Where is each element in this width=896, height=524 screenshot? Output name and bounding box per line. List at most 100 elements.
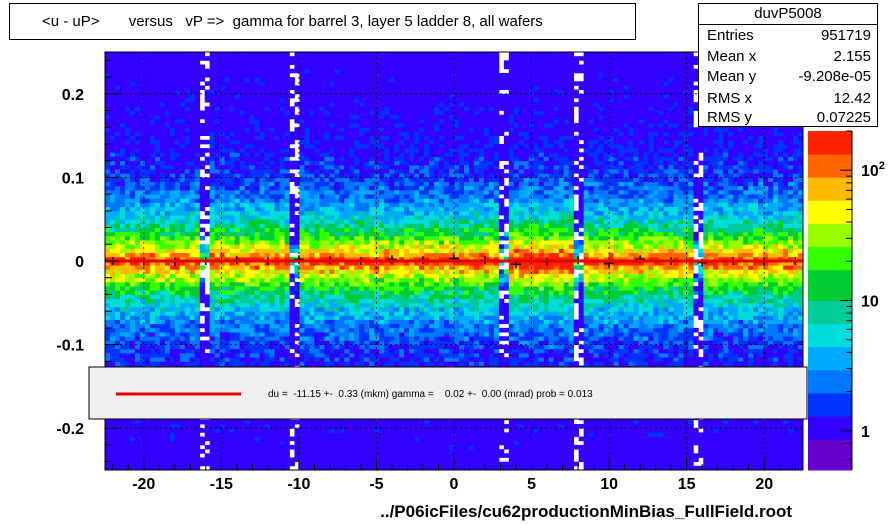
heatmap-cell [229, 206, 236, 212]
heatmap-cell [339, 114, 345, 120]
heatmap-cell [349, 361, 355, 366]
heatmap-cell [279, 152, 285, 157]
heatmap-cell [199, 194, 206, 199]
heatmap-cell [324, 106, 330, 111]
heatmap-cell [339, 56, 345, 61]
heatmap-cell [109, 85, 116, 91]
heatmap-cell [319, 286, 325, 291]
heatmap-cell [254, 189, 260, 195]
heatmap-cell [219, 352, 226, 358]
heatmap-cell [259, 160, 265, 166]
heatmap-cell [154, 449, 161, 454]
heatmap-cell [105, 60, 111, 65]
heatmap-cell [279, 68, 285, 74]
heatmap-cell [329, 252, 335, 258]
heatmap-cell [244, 206, 250, 212]
heatmap-cell [105, 223, 111, 228]
heatmap-cell [159, 231, 166, 237]
heatmap-cell [344, 424, 350, 429]
heatmap-cell [249, 457, 255, 463]
heatmap-cell [219, 127, 226, 132]
heatmap-cell [134, 169, 141, 174]
heatmap-cell [105, 248, 111, 254]
heatmap-cell [304, 252, 310, 258]
heatmap-cell [209, 340, 216, 345]
heatmap-cell [359, 424, 365, 429]
heatmap-cell [224, 198, 231, 203]
heatmap-cell [214, 348, 221, 354]
heatmap-cell [164, 68, 171, 74]
heatmap-cell [219, 173, 226, 178]
heatmap-cell [174, 93, 181, 99]
heatmap-cell [129, 336, 136, 341]
heatmap-cell [239, 64, 245, 70]
heatmap-cell [224, 194, 231, 199]
heatmap-cell [314, 261, 320, 266]
heatmap-cell [209, 189, 216, 195]
heatmap-cell [269, 332, 275, 337]
heatmap-cell [214, 261, 221, 266]
heatmap-cell [199, 294, 206, 300]
heatmap-cell [159, 453, 166, 458]
heatmap-cell [199, 281, 206, 287]
heatmap-cell [219, 290, 226, 295]
heatmap-cell [154, 181, 161, 187]
heatmap-cell [194, 139, 201, 145]
heatmap-cell [139, 206, 146, 212]
heatmap-cell [349, 169, 355, 174]
heatmap-cell [324, 348, 330, 354]
heatmap-cell [234, 202, 241, 208]
heatmap-cell [349, 202, 355, 208]
heatmap-cell [139, 77, 146, 82]
heatmap-cell [139, 336, 146, 341]
heatmap-cell [319, 319, 325, 325]
heatmap-cell [334, 269, 340, 274]
heatmap-cell [284, 177, 290, 182]
heatmap-cell [184, 281, 191, 287]
heatmap-cell [129, 156, 136, 162]
heatmap-cell [105, 227, 111, 233]
heatmap-cell [189, 348, 196, 354]
heatmap-cell [179, 223, 186, 228]
heatmap-cell [224, 219, 231, 224]
heatmap-cell [124, 215, 131, 220]
heatmap-cell [349, 160, 355, 166]
heatmap-cell [229, 156, 236, 162]
heatmap-cell [164, 194, 171, 199]
heatmap-cell [299, 177, 305, 182]
heatmap-cell [204, 118, 211, 124]
heatmap-cell [204, 202, 211, 208]
heatmap-cell [244, 432, 250, 437]
heatmap-cell [329, 336, 335, 341]
heatmap-cell [124, 143, 131, 149]
heatmap-cell [244, 424, 250, 429]
heatmap-cell [105, 302, 111, 308]
heatmap-cell [334, 465, 340, 471]
heatmap-cell [319, 189, 325, 195]
heatmap-cell [279, 231, 285, 237]
heatmap-cell [214, 340, 221, 345]
heatmap-cell [239, 231, 245, 237]
heatmap-cell [164, 344, 171, 350]
heatmap-cell [279, 357, 285, 362]
heatmap-cell [179, 323, 186, 329]
heatmap-cell [224, 85, 231, 91]
heatmap-cell [189, 319, 196, 325]
heatmap-cell [244, 265, 250, 270]
heatmap-cell [154, 169, 161, 174]
heatmap-cell [194, 64, 201, 70]
heatmap-cell [279, 465, 285, 471]
heatmap-cell [244, 143, 250, 149]
heatmap-cell [299, 465, 305, 471]
heatmap-cell [319, 81, 325, 86]
heatmap-cell [349, 131, 355, 136]
heatmap-cell [314, 189, 320, 195]
heatmap-cell [219, 177, 226, 182]
heatmap-cell [344, 152, 350, 157]
heatmap-cell [224, 319, 231, 325]
heatmap-cell [349, 269, 355, 274]
heatmap-cell [339, 60, 345, 65]
heatmap-cell [109, 219, 116, 224]
heatmap-cell [164, 181, 171, 187]
heatmap-cell [169, 72, 176, 78]
